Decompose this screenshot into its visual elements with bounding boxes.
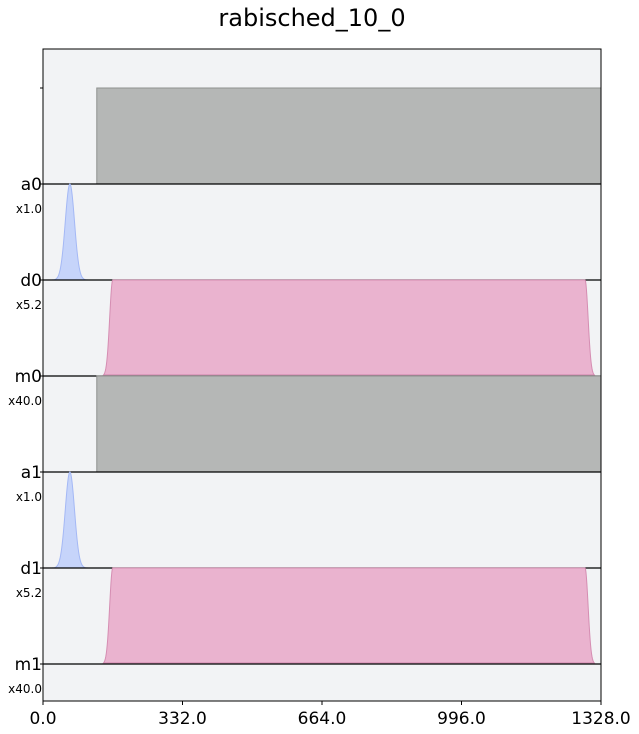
channel-lanes bbox=[43, 87, 602, 665]
x-tick-label: 332.0 bbox=[158, 709, 207, 729]
x-tick-label: 0.0 bbox=[29, 709, 56, 729]
channel-label-m1: m1 bbox=[15, 655, 42, 675]
chart-title: rabisched_10_0 bbox=[218, 4, 405, 32]
channel-scale-m1: x40.0 bbox=[8, 682, 42, 696]
waveform-m0 bbox=[102, 279, 596, 376]
channel-label-a1: a1 bbox=[21, 463, 42, 483]
waveform-a0 bbox=[96, 87, 602, 185]
channel-scale-d0: x5.2 bbox=[16, 298, 42, 312]
channel-scale-d1: x5.2 bbox=[16, 586, 42, 600]
waveform-m1 bbox=[102, 567, 596, 664]
channel-scale-a0: x1.0 bbox=[16, 202, 42, 216]
channel-label-d0: d0 bbox=[20, 271, 42, 291]
x-tick-label: 996.0 bbox=[437, 709, 486, 729]
channel-scale-m0: x40.0 bbox=[8, 394, 42, 408]
channel-label-a0: a0 bbox=[21, 175, 42, 195]
x-tick-label: 664.0 bbox=[298, 709, 347, 729]
x-axis: 0.0 332.0 664.0 996.0 1328.0 bbox=[29, 701, 631, 729]
channel-labels: a0 x1.0 d0 x5.2 m0 x40.0 a1 x1.0 d1 x5.2 m1 x40.0 bbox=[8, 87, 43, 696]
waveform-a1 bbox=[96, 375, 602, 473]
channel-label-m0: m0 bbox=[15, 367, 42, 387]
plot-frame bbox=[42, 48, 602, 702]
channel-label-d1: d1 bbox=[20, 559, 42, 579]
channel-scale-a1: x1.0 bbox=[16, 490, 42, 504]
x-tick-label: 1328.0 bbox=[571, 709, 630, 729]
